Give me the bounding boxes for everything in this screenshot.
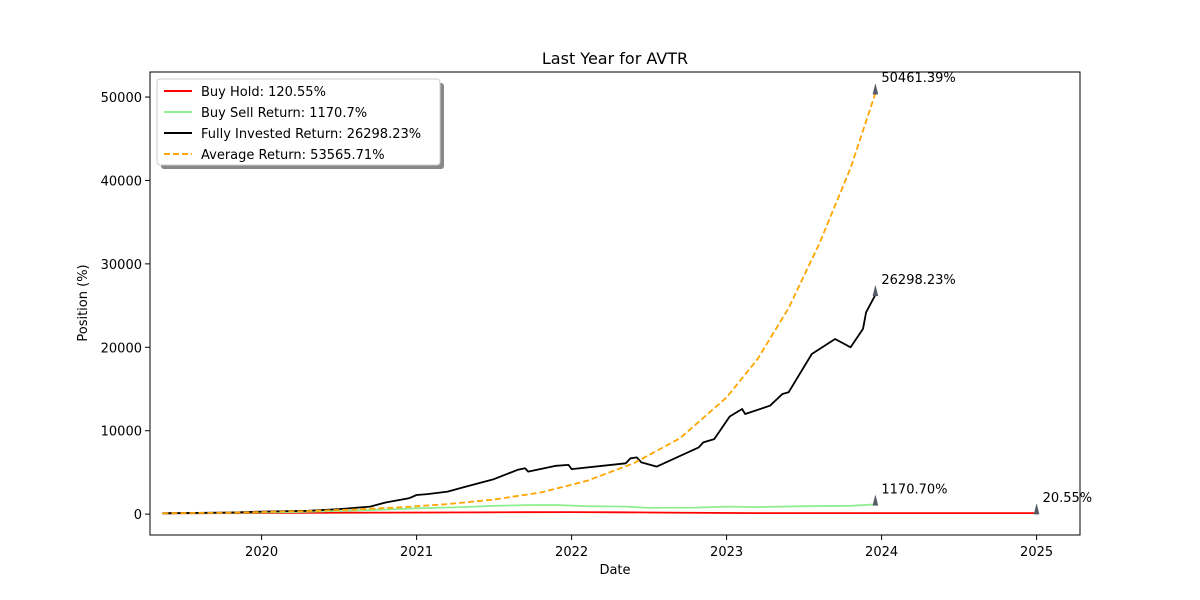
x-tick-label: 2025 — [1020, 545, 1053, 560]
annotation-layer: 50461.39% 26298.23% 1170.70% 20.55% — [872, 71, 1093, 515]
annotation-arrow — [872, 495, 879, 506]
plot-area: 50461.39% 26298.23% 1170.70% 20.55% — [149, 71, 1093, 536]
annotation-label: 26298.23% — [881, 273, 955, 288]
x-tick-label: 2022 — [555, 545, 588, 560]
annotation-arrow — [1033, 504, 1040, 515]
y-tick-label: 30000 — [101, 258, 142, 273]
legend: Buy Hold: 120.55% Buy Sell Return: 1170.7… — [156, 78, 444, 169]
y-axis-label: Position (%) — [76, 264, 91, 341]
legend-label: Buy Sell Return: 1170.7% — [201, 106, 367, 121]
legend-label: Buy Hold: 120.55% — [201, 85, 326, 100]
y-tick-label: 20000 — [101, 341, 142, 356]
chart-title: Last Year for AVTR — [542, 49, 688, 68]
x-tick-label: 2024 — [865, 545, 898, 560]
plot-frame — [149, 71, 1081, 536]
x-axis-label: Date — [599, 563, 630, 578]
legend-box — [156, 78, 441, 166]
annotation-arrow — [872, 84, 879, 95]
x-tick-label: 2020 — [245, 545, 278, 560]
series-line-fully-invested-return — [162, 294, 877, 515]
x-tick-label: 2021 — [400, 545, 433, 560]
annotation-label: 20.55% — [1043, 491, 1093, 506]
y-tick-label: 40000 — [101, 174, 142, 189]
y-tick-label: 10000 — [101, 425, 142, 440]
legend-label: Average Return: 53565.71% — [201, 148, 385, 163]
legend-label: Fully Invested Return: 26298.23% — [201, 127, 421, 142]
y-axis: 0 10000 20000 30000 40000 50000 — [101, 91, 150, 523]
series-line-average-return — [162, 92, 877, 515]
y-tick-label: 0 — [134, 508, 142, 523]
y-tick-label: 50000 — [101, 91, 142, 106]
x-tick-label: 2023 — [710, 545, 743, 560]
series-layer — [162, 92, 1037, 515]
annotation-arrow — [872, 285, 879, 297]
x-axis: 2020 2021 2022 2023 2024 2025 — [245, 535, 1053, 560]
legend-items: Buy Hold: 120.55% Buy Sell Return: 1170.7… — [164, 85, 421, 163]
annotation-label: 50461.39% — [881, 71, 955, 86]
annotation-label: 1170.70% — [881, 482, 947, 497]
